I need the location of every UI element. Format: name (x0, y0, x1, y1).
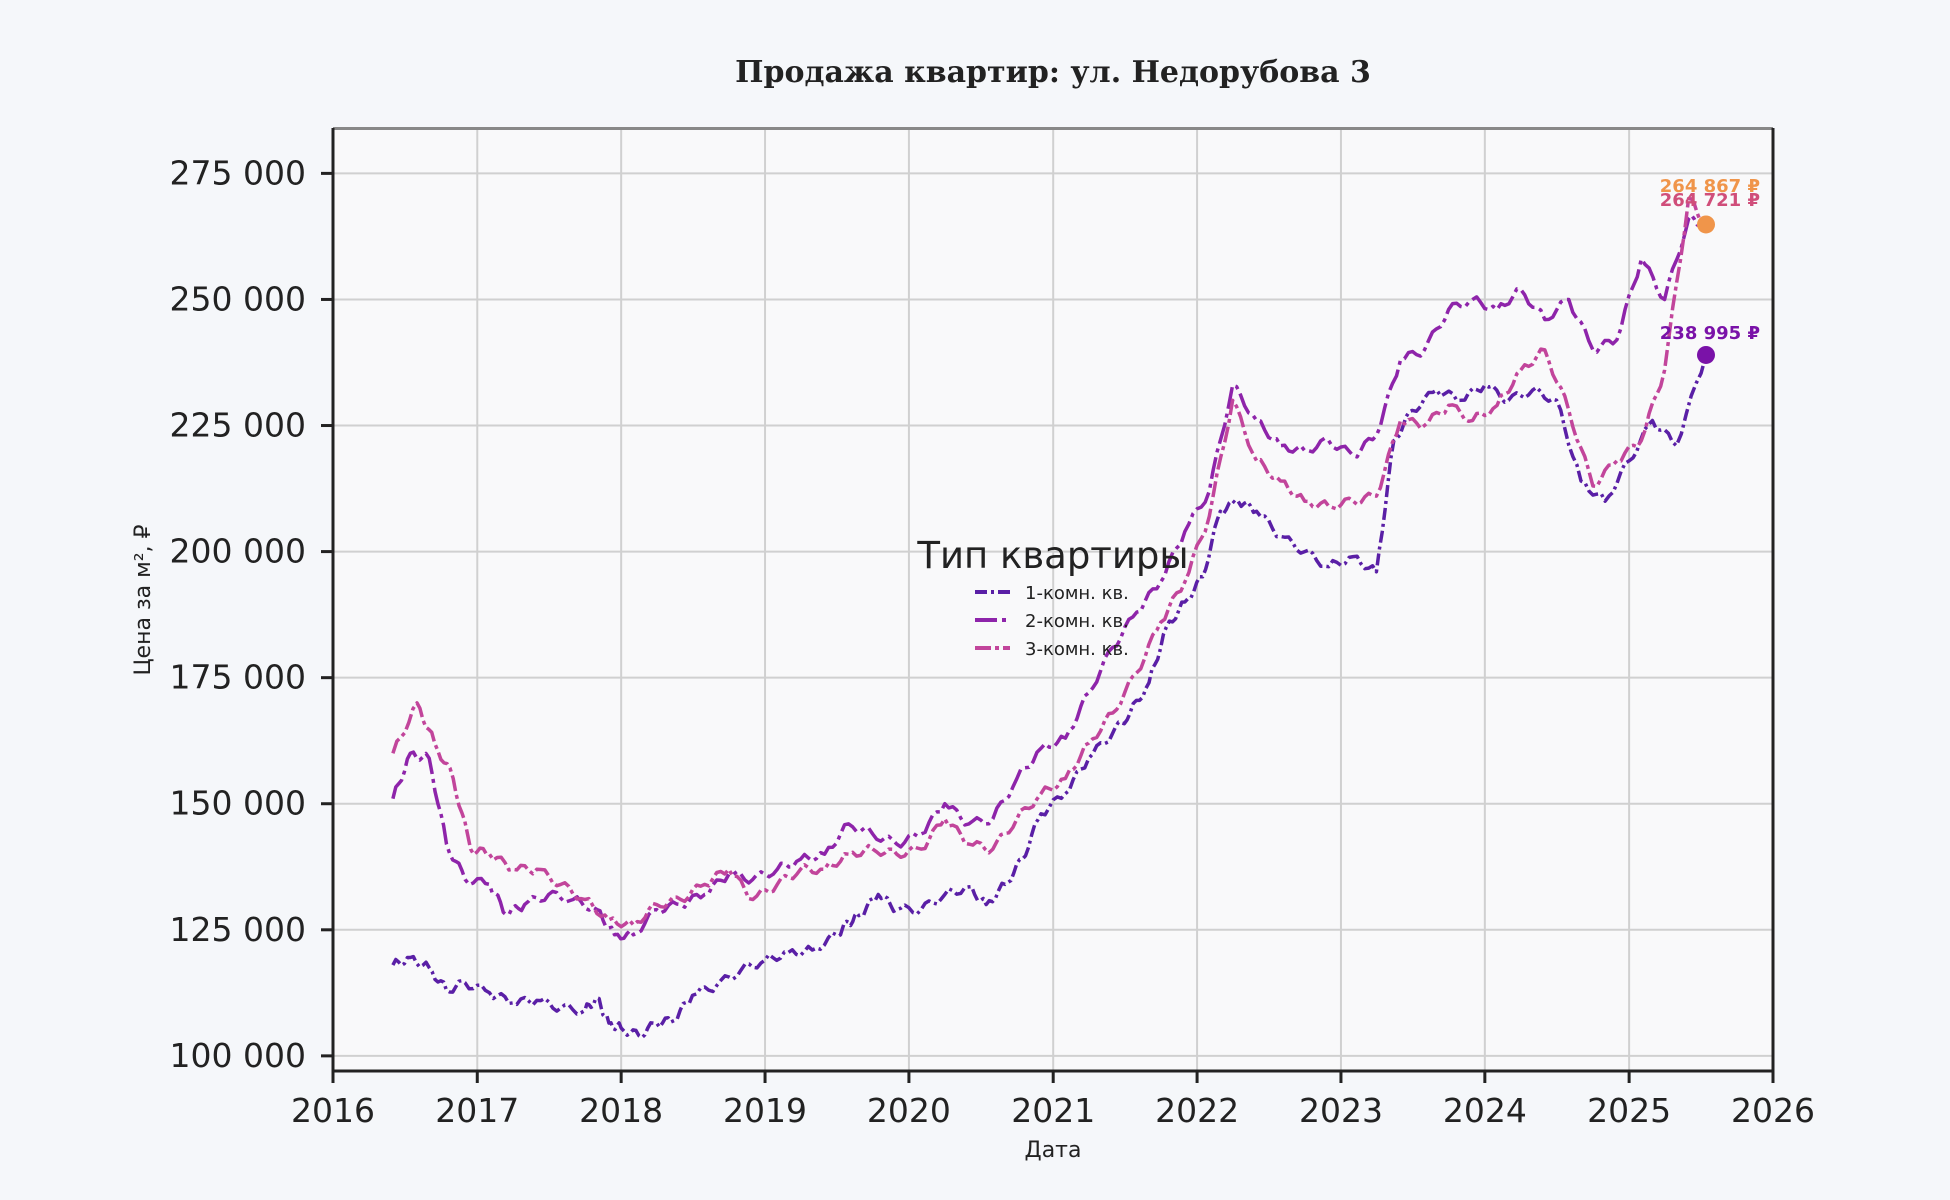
x-tick-label: 2020 (867, 1091, 951, 1130)
annotations-layer: 264 867 ₽264 721 ₽ 238 995 ₽ (1660, 176, 1760, 364)
legend-title: Тип квартиры (916, 534, 1188, 577)
series-line-2 (391, 213, 1707, 941)
y-tick-label: 100 000 (170, 1036, 306, 1075)
chart-title: Продажа квартир: ул. Недорубова 3 (735, 55, 1371, 90)
x-tick-label: 2019 (723, 1091, 807, 1130)
legend-label-1: 1-комн. кв. (1025, 583, 1129, 604)
series-layer (391, 196, 1708, 1040)
series-line-3 (391, 196, 1708, 929)
value-annotation: 264 721 ₽ (1660, 190, 1760, 211)
x-axis-label: Дата (1025, 1138, 1082, 1163)
x-tick-label: 2024 (1443, 1091, 1527, 1130)
series-line-1 (391, 354, 1708, 1040)
y-tick-label: 225 000 (170, 406, 306, 445)
end-marker (1696, 215, 1715, 234)
legend-label-2: 2-комн. кв. (1025, 611, 1129, 632)
x-tick-label: 2017 (435, 1091, 519, 1130)
y-tick-label: 125 000 (170, 910, 306, 949)
x-tick-label: 2016 (291, 1091, 375, 1130)
plot-top-border (333, 127, 1773, 130)
x-tick-label: 2025 (1587, 1091, 1671, 1130)
x-tick-label: 2023 (1299, 1091, 1383, 1130)
y-tick-label: 150 000 (170, 784, 306, 823)
end-marker (1696, 345, 1715, 364)
legend-label-3: 3-комн. кв. (1025, 639, 1129, 660)
value-annotation: 238 995 ₽ (1660, 323, 1760, 344)
y-tick-label: 250 000 (170, 279, 306, 318)
x-tick-label: 2018 (579, 1091, 663, 1130)
y-tick-label: 200 000 (170, 532, 306, 571)
ticks-layer: 2016 2017 2018 2019 2020 2021 2022 2023 2024 2025… (170, 153, 1815, 1130)
y-tick-label: 175 000 (170, 658, 306, 697)
x-tick-label: 2022 (1155, 1091, 1239, 1130)
y-axis-label: Цена за м², ₽ (131, 524, 156, 675)
x-tick-label: 2026 (1731, 1091, 1815, 1130)
x-tick-label: 2021 (1011, 1091, 1095, 1130)
value-annotation: 264 867 ₽ (1660, 176, 1760, 197)
legend: Тип квартиры 1-комн. кв. 2-комн. кв. 3-к… (916, 534, 1188, 660)
y-tick-label: 275 000 (170, 153, 306, 192)
